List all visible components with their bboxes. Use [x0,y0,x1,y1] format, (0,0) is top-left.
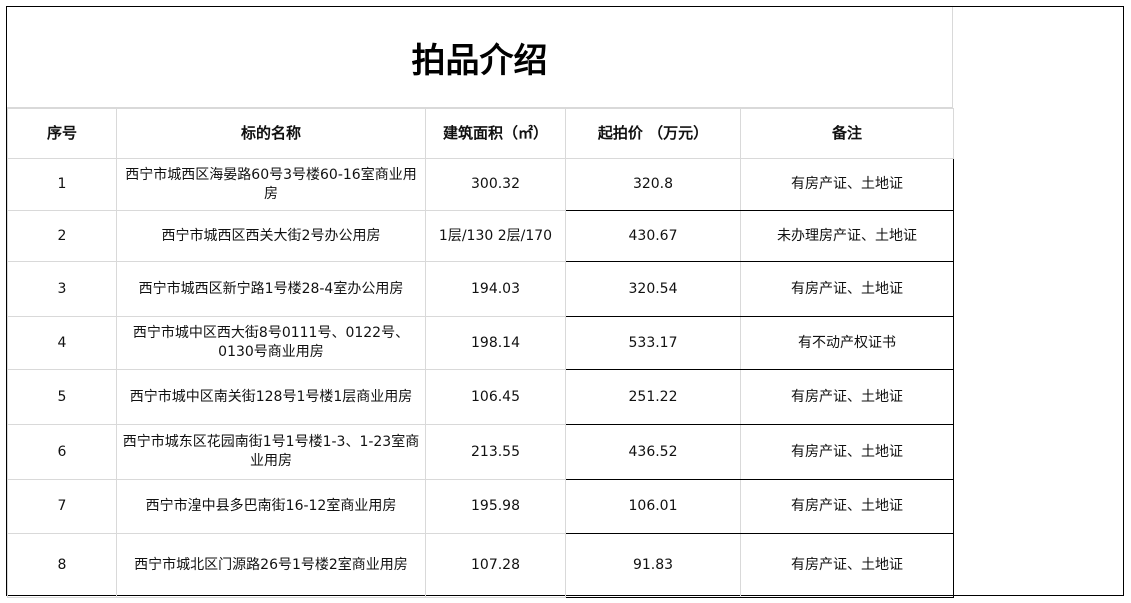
cell-index: 7 [7,479,117,534]
cell-area: 194.03 [425,261,566,317]
cell-name: 西宁市城西区新宁路1号楼28-4室办公用房 [116,261,426,317]
cell-area: 198.14 [425,316,566,370]
cell-name: 西宁市城东区花园南街1号1号楼1-3、1-23室商业用房 [116,424,426,480]
table-row: 5 西宁市城中区南关街128号1号楼1层商业用房 106.45 251.22 有房产证、… [7,369,954,425]
header-area: 建筑面积（㎡） [425,108,566,159]
cell-remark: 有房产证、土地证 [740,424,954,480]
cell-area: 213.55 [425,424,566,480]
cell-price: 91.83 [565,533,741,598]
cell-price: 320.8 [565,158,741,211]
cell-index: 2 [7,210,117,262]
table-row: 3 西宁市城西区新宁路1号楼28-4室办公用房 194.03 320.54 有房产证、土… [7,261,954,317]
cell-price: 251.22 [565,369,741,425]
cell-index: 3 [7,261,117,317]
cell-name: 西宁市城北区门源路26号1号楼2室商业用房 [116,533,426,598]
header-remark: 备注 [740,108,954,159]
cell-price: 320.54 [565,261,741,317]
cell-name: 西宁市城中区西大街8号0111号、0122号、0130号商业用房 [116,316,426,370]
cell-price: 436.52 [565,424,741,480]
cell-remark: 有房产证、土地证 [740,533,954,598]
table-row: 6 西宁市城东区花园南街1号1号楼1-3、1-23室商业用房 213.55 436.5… [7,424,954,480]
header-price: 起拍价 （万元） [565,108,741,159]
table-row: 1 西宁市城西区海晏路60号3号楼60-16室商业用房 300.32 320.8 有房产… [7,158,954,211]
cell-index: 1 [7,158,117,211]
cell-remark: 未办理房产证、土地证 [740,210,954,262]
cell-price: 106.01 [565,479,741,534]
cell-remark: 有房产证、土地证 [740,158,954,211]
header-row: 序号 标的名称 建筑面积（㎡） 起拍价 （万元） 备注 [7,108,954,159]
header-name: 标的名称 [116,108,426,159]
cell-name: 西宁市城西区西关大街2号办公用房 [116,210,426,262]
cell-index: 8 [7,533,117,598]
lot-table: 序号 标的名称 建筑面积（㎡） 起拍价 （万元） 备注 1 西宁市城西区海晏路60… [7,108,954,598]
cell-index: 6 [7,424,117,480]
table-row: 4 西宁市城中区西大街8号0111号、0122号、0130号商业用房 198.14 5… [7,316,954,370]
cell-index: 5 [7,369,117,425]
cell-area: 107.28 [425,533,566,598]
page-title: 拍品介绍 [7,7,953,108]
cell-remark: 有不动产权证书 [740,316,954,370]
cell-area: 195.98 [425,479,566,534]
cell-name: 西宁市城西区海晏路60号3号楼60-16室商业用房 [116,158,426,211]
cell-area: 106.45 [425,369,566,425]
cell-area: 1层/130 2层/170 [425,210,566,262]
table-row: 2 西宁市城西区西关大街2号办公用房 1层/130 2层/170 430.67 未办理房… [7,210,954,262]
table-row: 7 西宁市湟中县多巴南街16-12室商业用房 195.98 106.01 有房产证、土地… [7,479,954,534]
cell-remark: 有房产证、土地证 [740,261,954,317]
header-index: 序号 [7,108,117,159]
cell-price: 430.67 [565,210,741,262]
cell-remark: 有房产证、土地证 [740,369,954,425]
cell-name: 西宁市城中区南关街128号1号楼1层商业用房 [116,369,426,425]
cell-price: 533.17 [565,316,741,370]
cell-name: 西宁市湟中县多巴南街16-12室商业用房 [116,479,426,534]
cell-remark: 有房产证、土地证 [740,479,954,534]
table-row: 8 西宁市城北区门源路26号1号楼2室商业用房 107.28 91.83 有房产证、土地… [7,533,954,598]
cell-area: 300.32 [425,158,566,211]
cell-index: 4 [7,316,117,370]
